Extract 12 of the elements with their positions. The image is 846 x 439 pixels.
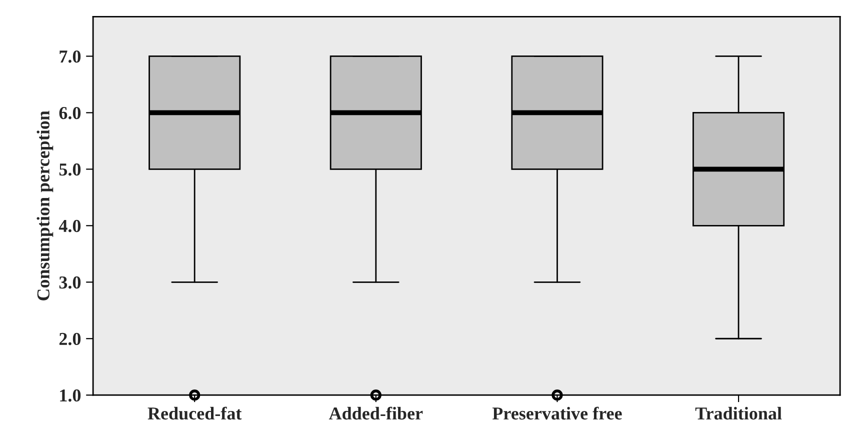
y-tick-label: 7.0 [60,50,81,63]
x-tick-label: Added-fiber [328,406,423,420]
y-tick-label: 5.0 [59,163,81,176]
y-axis-title: Consumption perception [36,110,54,300]
y-tick-label: 2.0 [59,332,81,346]
y-tick-label: 6.0 [59,106,81,120]
y-tick-label: 4.0 [58,220,81,232]
x-tick-label: Reduced-fat [148,406,242,420]
x-tick-label: Preservative free [492,406,622,420]
x-tick-label: Traditional [695,406,782,420]
y-tick-label: 1.0 [60,389,81,402]
y-tick-label: 3.0 [59,276,81,289]
